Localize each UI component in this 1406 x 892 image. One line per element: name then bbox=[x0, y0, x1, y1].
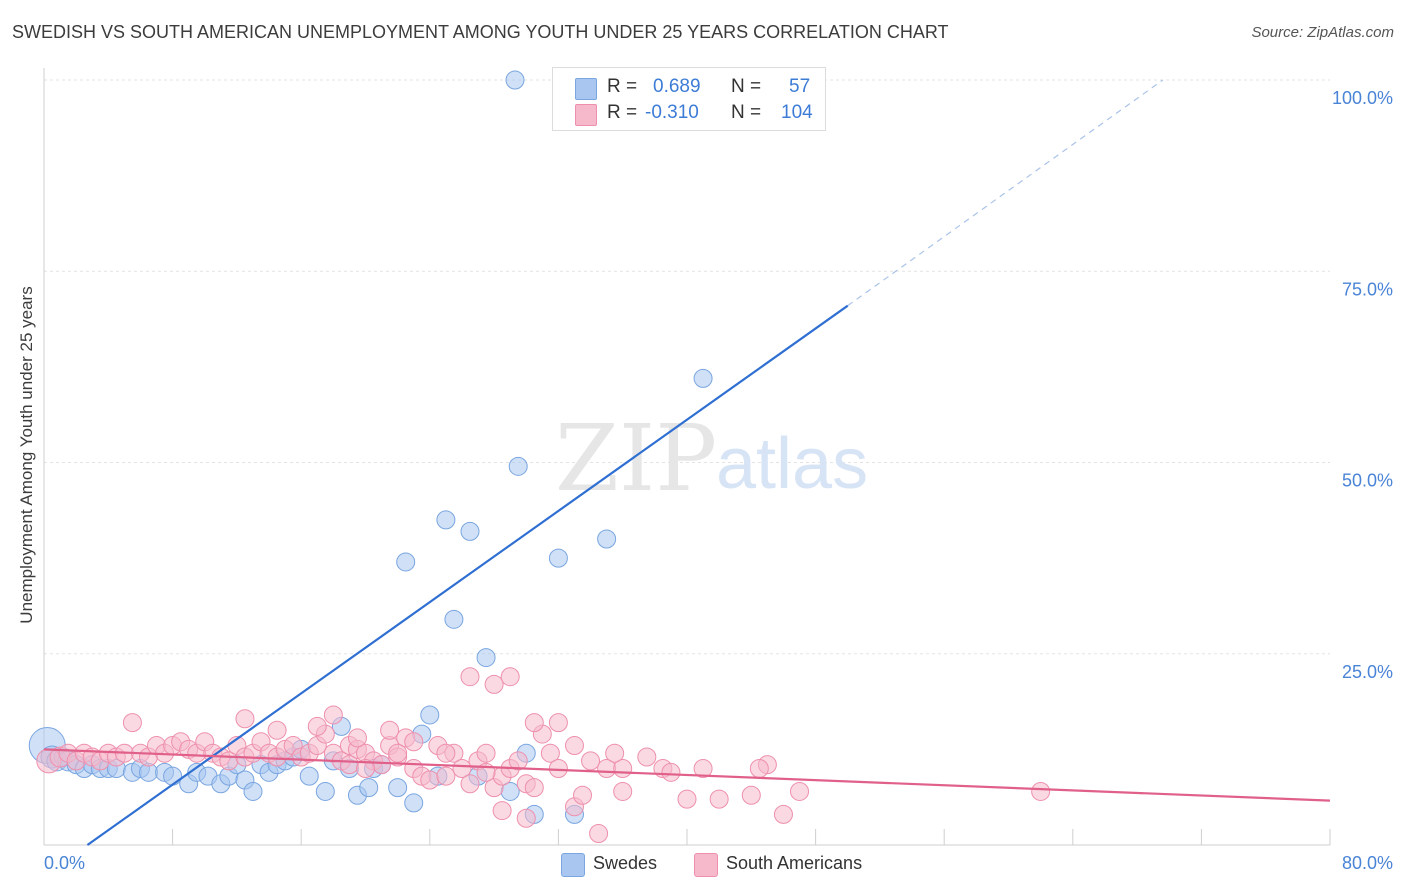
y-tick-label: 100.0% bbox=[1332, 88, 1393, 108]
south-americans-point bbox=[372, 755, 392, 775]
swedes-point bbox=[396, 552, 416, 572]
south-americans-point bbox=[323, 705, 343, 725]
legend-n-label: N = bbox=[731, 76, 762, 97]
south-americans-point bbox=[452, 759, 472, 778]
legend-swatch-swedes bbox=[575, 78, 597, 100]
axes bbox=[43, 68, 1331, 846]
south-americans-point bbox=[492, 801, 512, 821]
legend-r-label: R = bbox=[607, 76, 638, 97]
south-americans-point bbox=[388, 743, 408, 763]
grid-lines bbox=[44, 79, 1330, 655]
swedes-point bbox=[505, 70, 525, 90]
south-americans-point bbox=[573, 785, 593, 805]
south-americans-point bbox=[581, 751, 601, 771]
south-americans-point bbox=[661, 762, 681, 782]
south-americans-point bbox=[516, 808, 536, 828]
south-americans-trend-line bbox=[43, 748, 1331, 802]
south-americans-point bbox=[267, 720, 287, 740]
watermark-atlas: atlas bbox=[716, 424, 868, 504]
south-americans-point bbox=[460, 667, 480, 687]
south-americans-point bbox=[524, 713, 544, 733]
swedes-point bbox=[299, 766, 319, 786]
swedes-point bbox=[420, 705, 440, 725]
south-americans-point bbox=[677, 789, 697, 809]
legend-n-label: N = bbox=[731, 102, 762, 123]
south-americans-point bbox=[380, 720, 400, 740]
bottom-legend-swatch-south-americans bbox=[694, 853, 718, 877]
bottom-legend-swatch-swedes bbox=[561, 853, 585, 877]
south-americans-point bbox=[339, 755, 359, 775]
south-americans-point bbox=[693, 759, 713, 778]
correlation-legend: R = 0.689 N = 57 R = -0.310 N = 104 bbox=[552, 67, 826, 131]
swedes-point bbox=[404, 793, 424, 813]
swedes-point bbox=[548, 548, 568, 568]
x-tick-label-min: 0.0% bbox=[44, 853, 85, 873]
legend-n-value: 57 bbox=[789, 76, 811, 97]
swedes-point bbox=[508, 456, 528, 476]
swedes-point bbox=[597, 529, 617, 549]
south-americans-point bbox=[540, 743, 560, 763]
south-americans-point bbox=[500, 667, 520, 687]
tick-labels: 25.0% 50.0% 75.0% 100.0% 0.0% 80.0% bbox=[44, 88, 1393, 873]
swedes-point bbox=[476, 648, 496, 668]
swedes-trend-extension bbox=[847, 79, 1164, 307]
swedes-point bbox=[243, 781, 263, 801]
x-tick-label-max: 80.0% bbox=[1342, 853, 1393, 873]
watermark: ZIP atlas bbox=[555, 405, 868, 512]
south-americans-point bbox=[605, 743, 625, 763]
swedes-point bbox=[436, 510, 456, 530]
y-tick-label: 50.0% bbox=[1342, 471, 1393, 491]
south-americans-point bbox=[122, 713, 142, 733]
swedes-point bbox=[163, 766, 183, 786]
south-americans-point bbox=[709, 789, 729, 809]
chart-title: SWEDISH VS SOUTH AMERICAN UNEMPLOYMENT A… bbox=[12, 22, 949, 42]
south-americans-point bbox=[436, 766, 456, 786]
south-americans-point bbox=[524, 778, 544, 798]
south-americans-point bbox=[476, 743, 496, 763]
y-tick-label: 25.0% bbox=[1342, 662, 1393, 682]
south-americans-point bbox=[637, 747, 657, 767]
source-label: Source: ZipAtlas.com bbox=[1251, 24, 1394, 41]
swedes-point bbox=[444, 609, 464, 629]
legend-r-value: -0.310 bbox=[645, 102, 699, 123]
legend-r-value: 0.689 bbox=[653, 76, 701, 97]
south-americans-point bbox=[790, 781, 810, 801]
south-americans-point bbox=[749, 759, 769, 778]
south-americans-point bbox=[548, 759, 568, 778]
south-americans-point bbox=[307, 716, 327, 736]
south-americans-point bbox=[613, 781, 633, 801]
south-americans-point bbox=[508, 751, 528, 771]
south-americans-point bbox=[1031, 781, 1051, 801]
legend-n-value: 104 bbox=[781, 102, 813, 123]
south-americans-point bbox=[564, 736, 584, 756]
swedes-point bbox=[315, 781, 335, 801]
south-americans-point bbox=[589, 824, 609, 844]
south-americans-point bbox=[460, 774, 480, 794]
south-americans-point bbox=[356, 759, 375, 778]
south-americans-point bbox=[436, 743, 456, 763]
south-americans-point bbox=[235, 709, 255, 729]
south-americans-point bbox=[404, 732, 424, 752]
south-americans-point bbox=[548, 713, 568, 733]
y-axis-label: Unemployment Among Youth under 25 years bbox=[17, 286, 36, 624]
bottom-legend-label-swedes: Swedes bbox=[593, 853, 658, 873]
y-tick-label: 75.0% bbox=[1342, 279, 1393, 299]
swedes-point bbox=[693, 368, 713, 388]
south-americans-point bbox=[420, 770, 440, 790]
south-americans-point bbox=[347, 728, 367, 748]
trend-lines bbox=[43, 79, 1331, 846]
south-americans-point bbox=[741, 785, 761, 805]
swedes-point bbox=[388, 778, 408, 798]
south-americans-point bbox=[484, 674, 504, 694]
swedes-point bbox=[460, 521, 480, 541]
legend-swatch-south-americans bbox=[575, 104, 597, 126]
bottom-legend-label-south-americans: South Americans bbox=[726, 853, 863, 873]
swedes-point bbox=[359, 778, 379, 798]
legend-r-label: R = bbox=[607, 102, 638, 123]
south-americans-point bbox=[773, 804, 793, 824]
